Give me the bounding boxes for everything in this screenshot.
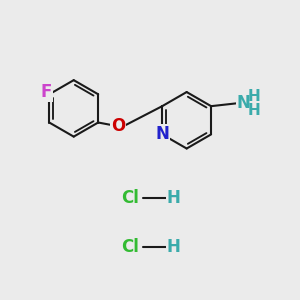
- Text: O: O: [111, 118, 125, 136]
- Text: H: H: [247, 89, 260, 104]
- Text: H: H: [167, 238, 181, 256]
- Text: Cl: Cl: [121, 189, 139, 207]
- Text: Cl: Cl: [121, 238, 139, 256]
- Text: N: N: [155, 125, 169, 143]
- Text: H: H: [167, 189, 181, 207]
- Text: N: N: [237, 94, 251, 112]
- Text: F: F: [40, 83, 52, 101]
- Text: H: H: [247, 103, 260, 118]
